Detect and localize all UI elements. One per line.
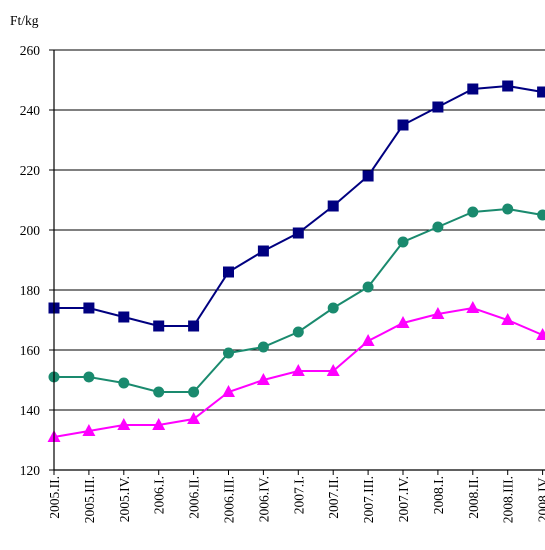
series-2-point-10 <box>396 316 410 328</box>
y-tick-label-120: 120 <box>20 463 41 478</box>
y-unit-label: Ft/kg <box>10 13 39 28</box>
x-axis-tick-labels: 2005.II. 2005.III. 2005.IV. 2006.I. 2006.II.… <box>47 476 545 523</box>
x-tick-label-4: 2006.II. <box>187 476 202 519</box>
series-2-point-12 <box>466 301 480 313</box>
series-1-point-11 <box>432 221 444 233</box>
series-1-point-14 <box>537 209 545 221</box>
series-2-point-2 <box>117 418 131 430</box>
series-2-point-11 <box>431 307 445 319</box>
x-tick-label-14: 2008.IV. <box>536 476 545 522</box>
series-1-point-1 <box>83 371 95 383</box>
x-tick-label-5: 2006.III. <box>222 476 237 523</box>
x-tick-label-6: 2006.IV. <box>256 476 271 522</box>
series-1-point-2 <box>118 377 130 389</box>
series-0-point-2 <box>118 311 130 323</box>
series-2-point-7 <box>291 364 305 376</box>
series-0-point-7 <box>292 227 304 239</box>
x-tick-label-2: 2005.IV. <box>117 476 132 522</box>
y-tick-label-140: 140 <box>20 403 41 418</box>
series-1-point-3 <box>153 386 165 398</box>
series-1-point-9 <box>362 281 374 293</box>
series-2-point-5 <box>222 385 235 397</box>
y-tick-label-180: 180 <box>20 283 41 298</box>
y-tick-label-220: 220 <box>20 163 41 178</box>
series-2-point-6 <box>256 373 270 385</box>
series-group <box>47 80 545 442</box>
series-2-point-14 <box>536 328 545 340</box>
series-0-point-3 <box>153 320 165 332</box>
x-tick-label-3: 2006.I. <box>152 476 167 514</box>
series-2-point-4 <box>187 412 201 424</box>
series-1-point-8 <box>327 302 339 314</box>
y-tick-label-240: 240 <box>20 103 41 118</box>
series-0-point-12 <box>467 83 479 95</box>
series-2-point-3 <box>152 418 166 430</box>
series-0-point-8 <box>327 200 339 212</box>
series-1-point-7 <box>292 326 304 338</box>
series-1-point-12 <box>467 206 479 218</box>
series-0-point-5 <box>223 266 234 278</box>
x-tick-label-12: 2008.II. <box>466 476 481 519</box>
series-0-point-14 <box>537 86 545 98</box>
series-2-point-9 <box>361 334 375 346</box>
x-tick-label-13: 2008.III. <box>501 476 516 523</box>
gridlines <box>54 49 545 411</box>
series-0-point-10 <box>397 119 409 131</box>
x-tick-label-0: 2005.II. <box>47 476 62 519</box>
series-1-point-4 <box>188 386 200 398</box>
y-tick-label-160: 160 <box>20 343 41 358</box>
series-0-point-1 <box>83 302 95 314</box>
series-0-point-4 <box>188 320 200 332</box>
x-tick-label-11: 2008.I. <box>431 476 446 514</box>
x-tick-label-10: 2007.IV. <box>396 476 411 522</box>
series-0-point-6 <box>257 245 269 257</box>
y-axis-tick-labels: 120 140 160 180 200 220 240 260 <box>20 43 41 478</box>
series-2-point-1 <box>82 424 96 436</box>
y-tick-label-200: 200 <box>20 223 41 238</box>
x-tick-label-7: 2007.I. <box>291 476 306 514</box>
axes <box>49 49 545 475</box>
series-2-point-8 <box>326 364 340 376</box>
series-0-point-9 <box>362 170 374 182</box>
x-tick-label-8: 2007.II. <box>326 476 341 519</box>
y-tick-label-260: 260 <box>20 43 41 58</box>
series-2-point-13 <box>501 313 515 325</box>
series-1-point-10 <box>397 236 409 248</box>
series-1-point-13 <box>502 203 514 215</box>
x-tick-label-1: 2005.III. <box>82 476 97 523</box>
x-tick-label-9: 2007.III. <box>361 476 376 523</box>
series-0-point-13 <box>502 80 514 92</box>
series-0-point-11 <box>432 101 444 113</box>
series-1-point-6 <box>257 341 269 353</box>
series-1-point-5 <box>223 347 234 359</box>
